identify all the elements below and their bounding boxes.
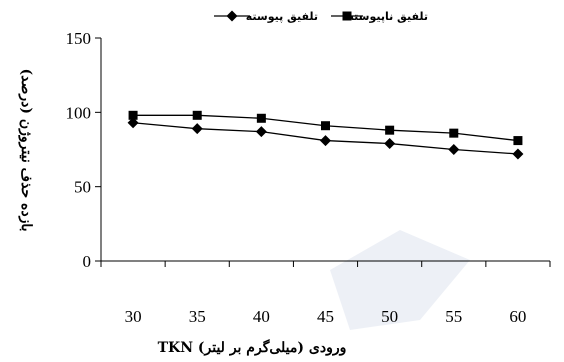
data-point: [127, 117, 139, 129]
y-axis-title: بازده حذف نیتروژن (درصد): [18, 69, 34, 232]
data-point: [449, 128, 459, 138]
data-point: [385, 125, 395, 135]
data-point: [320, 135, 331, 147]
data-point: [513, 136, 523, 146]
x-tick-label: 50: [381, 307, 398, 326]
y-tick-label: 0: [83, 252, 92, 271]
y-axis-ticks: 0 50 100 150: [66, 29, 101, 271]
x-tick-label: 60: [509, 307, 526, 326]
x-axis-ticks: 30 35 40 45 50 55 60: [100, 261, 551, 326]
data-point: [192, 110, 202, 120]
series-diamond: [127, 117, 524, 160]
data-point: [191, 123, 203, 135]
x-tick-label: 35: [189, 307, 206, 326]
series-square: [128, 110, 523, 146]
y-tick-label: 100: [66, 103, 92, 122]
data-point: [512, 148, 524, 160]
watermark-logo: [330, 230, 470, 330]
chart-series: [127, 110, 524, 160]
data-point: [256, 113, 266, 123]
x-tick-label: 40: [253, 307, 270, 326]
legend-label: تلفیق ناپیوسته: [347, 10, 428, 23]
legend-marker: [342, 11, 352, 21]
x-tick-label: 30: [125, 307, 142, 326]
x-tick-label: 45: [317, 307, 334, 326]
chart-axes: [100, 38, 550, 262]
y-tick-label: 150: [66, 29, 92, 48]
data-point: [255, 126, 267, 138]
legend-item: تلفیق پیوسته: [214, 10, 318, 23]
data-point: [384, 138, 396, 150]
data-point: [448, 144, 460, 155]
legend-marker: [226, 10, 238, 22]
x-tick-label: 55: [445, 307, 462, 326]
x-axis-title: TKN ورودی (میلی‌گرم بر لیتر): [158, 339, 347, 356]
data-point: [128, 110, 138, 120]
y-tick-label: 50: [74, 178, 91, 197]
legend-item: تلفیق ناپیوسته: [331, 10, 428, 23]
legend-label: تلفیق پیوسته: [246, 10, 318, 23]
data-point: [321, 121, 330, 131]
chart-legend: تلفیق ناپیوسته تلفیق پیوسته: [214, 10, 428, 23]
